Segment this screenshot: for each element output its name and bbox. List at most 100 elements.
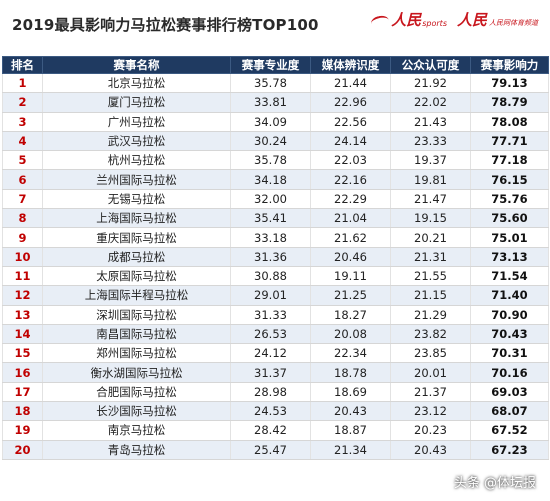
table-cell-name: 合肥国际马拉松 xyxy=(42,382,231,403)
table-cell-impact: 68.07 xyxy=(470,401,549,422)
table-cell-rank: 8 xyxy=(2,208,43,229)
table-row: 2 厦门马拉松 33.81 22.96 22.02 78.79 xyxy=(2,92,549,113)
table-cell-rank: 10 xyxy=(2,247,43,267)
table-cell-impact: 79.13 xyxy=(470,73,549,94)
header-public: 公众认可度 xyxy=(390,56,471,74)
table-cell-rank: 1 xyxy=(2,73,43,94)
table-cell-public: 23.33 xyxy=(390,131,471,152)
table-cell-public: 21.47 xyxy=(390,189,471,210)
table-cell-impact: 77.71 xyxy=(470,131,549,152)
header: 2019最具影响力马拉松赛事排行榜TOP100 人民 sports 人民 人民网… xyxy=(0,0,550,55)
table-cell-public: 21.29 xyxy=(390,305,471,325)
table-body: 1 北京马拉松 35.78 21.44 21.92 79.13 2 厦门马拉松 33.81 22.… xyxy=(2,73,549,460)
table-cell-public: 21.37 xyxy=(390,382,471,403)
people-sports-logo: 人民 sports 人民 人民网体育频道 xyxy=(370,11,538,30)
table-cell-impact: 71.54 xyxy=(470,266,549,287)
table-cell-public: 21.43 xyxy=(390,112,471,132)
table-row: 7 无锡马拉松 32.00 22.29 21.47 75.76 xyxy=(2,189,549,210)
table-cell-impact: 70.43 xyxy=(470,324,549,345)
table-cell-rank: 16 xyxy=(2,362,43,383)
logo-mark: 人民 sports xyxy=(370,11,447,30)
logo-swoosh-icon xyxy=(370,14,391,30)
table-row: 3 广州马拉松 34.09 22.56 21.43 78.08 xyxy=(2,112,549,132)
header-rank: 排名 xyxy=(2,56,43,74)
table-cell-name: 衡水湖国际马拉松 xyxy=(42,362,231,383)
table-cell-public: 19.37 xyxy=(390,150,471,171)
table-cell-public: 21.15 xyxy=(390,285,471,306)
table-row: 20 青岛马拉松 25.47 21.34 20.43 67.23 xyxy=(2,440,549,460)
table-cell-rank: 15 xyxy=(2,343,43,364)
table-row: 4 武汉马拉松 30.24 24.14 23.33 77.71 xyxy=(2,131,549,152)
table-cell-name: 无锡马拉松 xyxy=(42,189,231,210)
table-row: 6 兰州国际马拉松 34.18 22.16 19.81 76.15 xyxy=(2,169,549,190)
table-cell-pro: 25.47 xyxy=(230,440,311,460)
table-cell-pro: 35.41 xyxy=(230,208,311,229)
table-cell-media: 20.46 xyxy=(310,247,391,267)
header-name: 赛事名称 xyxy=(42,56,231,74)
table-cell-name: 北京马拉松 xyxy=(42,73,231,94)
ranking-table: 排名 赛事名称 赛事专业度 媒体辨识度 公众认可度 赛事影响力 1 北京马拉松 35… xyxy=(2,56,549,460)
table-cell-public: 20.21 xyxy=(390,227,471,248)
table-cell-pro: 34.09 xyxy=(230,112,311,132)
header-pro: 赛事专业度 xyxy=(230,56,311,74)
table-cell-pro: 24.12 xyxy=(230,343,311,364)
table-cell-public: 23.82 xyxy=(390,324,471,345)
table-cell-name: 郑州国际马拉松 xyxy=(42,343,231,364)
table-row: 8 上海国际马拉松 35.41 21.04 19.15 75.60 xyxy=(2,208,549,229)
table-cell-rank: 19 xyxy=(2,420,43,441)
table-cell-name: 青岛马拉松 xyxy=(42,440,231,460)
table-cell-pro: 32.00 xyxy=(230,189,311,210)
logo-chars: 人民 xyxy=(391,11,422,29)
table-cell-rank: 2 xyxy=(2,92,43,113)
table-cell-public: 20.23 xyxy=(390,420,471,441)
table-cell-pro: 28.98 xyxy=(230,382,311,403)
table-cell-media: 22.56 xyxy=(310,112,391,132)
table-cell-media: 20.08 xyxy=(310,324,391,345)
table-cell-impact: 70.31 xyxy=(470,343,549,364)
table-cell-name: 武汉马拉松 xyxy=(42,131,231,152)
table-cell-rank: 9 xyxy=(2,227,43,248)
table-cell-public: 20.01 xyxy=(390,362,471,383)
table-cell-pro: 31.37 xyxy=(230,362,311,383)
logo-url: 人民网体育频道 xyxy=(489,19,538,27)
table-cell-name: 南昌国际马拉松 xyxy=(42,324,231,345)
table-cell-rank: 17 xyxy=(2,382,43,403)
table-header-row: 排名 赛事名称 赛事专业度 媒体辨识度 公众认可度 赛事影响力 xyxy=(2,56,549,74)
table-cell-impact: 78.08 xyxy=(470,112,549,132)
table-row: 9 重庆国际马拉松 33.18 21.62 20.21 75.01 xyxy=(2,227,549,248)
table-cell-impact: 75.60 xyxy=(470,208,549,229)
table-cell-media: 21.04 xyxy=(310,208,391,229)
table-cell-media: 21.25 xyxy=(310,285,391,306)
table-row: 17 合肥国际马拉松 28.98 18.69 21.37 69.03 xyxy=(2,382,549,403)
table-cell-name: 重庆国际马拉松 xyxy=(42,227,231,248)
table-cell-media: 21.44 xyxy=(310,73,391,94)
table-cell-name: 杭州马拉松 xyxy=(42,150,231,171)
table-row: 5 杭州马拉松 35.78 22.03 19.37 77.18 xyxy=(2,150,549,171)
logo-channel: 人民 人民网体育频道 xyxy=(457,12,538,28)
table-cell-media: 20.43 xyxy=(310,401,391,422)
table-cell-rank: 20 xyxy=(2,440,43,460)
table-cell-public: 21.55 xyxy=(390,266,471,287)
table-cell-pro: 33.18 xyxy=(230,227,311,248)
table-row: 11 太原国际马拉松 30.88 19.11 21.55 71.54 xyxy=(2,266,549,287)
table-cell-impact: 69.03 xyxy=(470,382,549,403)
header-media: 媒体辨识度 xyxy=(310,56,391,74)
table-cell-pro: 31.36 xyxy=(230,247,311,267)
table-cell-media: 22.96 xyxy=(310,92,391,113)
table-cell-rank: 6 xyxy=(2,169,43,190)
table-row: 10 成都马拉松 31.36 20.46 21.31 73.13 xyxy=(2,247,549,267)
table-cell-impact: 76.15 xyxy=(470,169,549,190)
table-cell-name: 成都马拉松 xyxy=(42,247,231,267)
table-cell-media: 22.29 xyxy=(310,189,391,210)
table-cell-name: 太原国际马拉松 xyxy=(42,266,231,287)
table-cell-name: 南京马拉松 xyxy=(42,420,231,441)
table-cell-pro: 26.53 xyxy=(230,324,311,345)
table-row: 1 北京马拉松 35.78 21.44 21.92 79.13 xyxy=(2,73,549,94)
table-cell-pro: 28.42 xyxy=(230,420,311,441)
table-cell-name: 厦门马拉松 xyxy=(42,92,231,113)
table-cell-impact: 73.13 xyxy=(470,247,549,267)
table-cell-rank: 5 xyxy=(2,150,43,171)
table-cell-public: 19.81 xyxy=(390,169,471,190)
logo-chars-2: 人民 xyxy=(456,11,487,29)
table-cell-media: 22.16 xyxy=(310,169,391,190)
